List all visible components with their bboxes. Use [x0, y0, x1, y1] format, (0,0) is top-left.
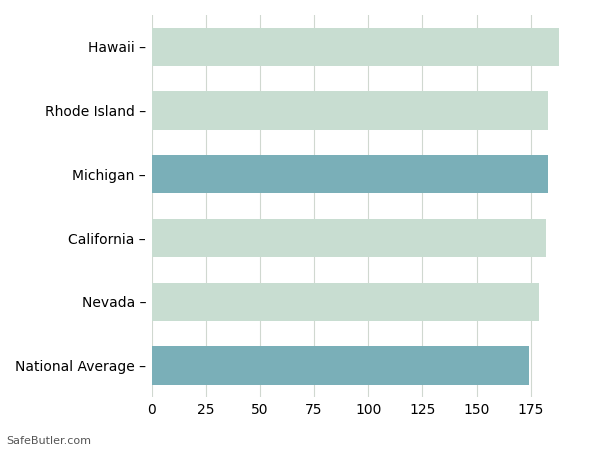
- Text: SafeButler.com: SafeButler.com: [6, 436, 91, 446]
- Bar: [152, 155, 548, 194]
- Bar: [152, 283, 539, 321]
- Bar: [152, 219, 546, 257]
- Bar: [152, 91, 548, 130]
- Bar: [152, 28, 559, 66]
- Bar: [152, 346, 529, 385]
